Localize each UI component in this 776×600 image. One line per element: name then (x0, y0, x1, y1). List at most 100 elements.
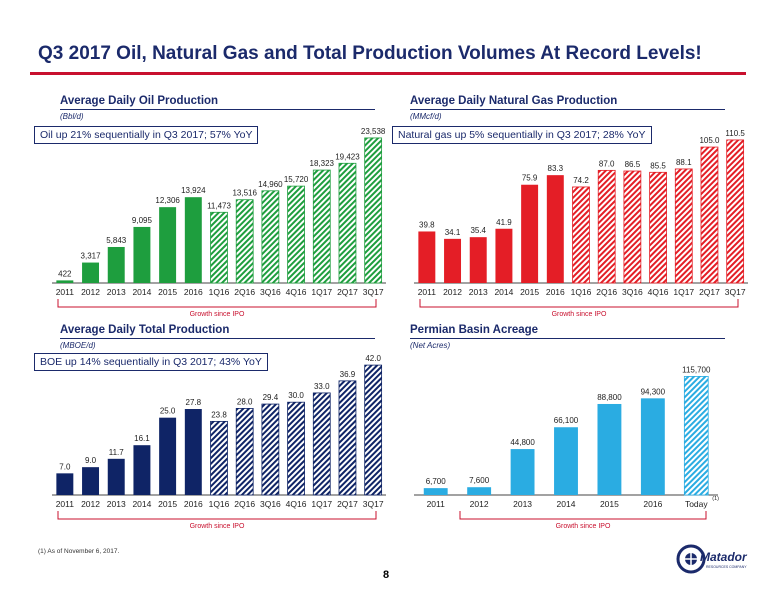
oil-tick-label: 2013 (107, 287, 126, 297)
logo-wordmark: Matador (700, 550, 748, 564)
boe-data-label: 36.9 (340, 370, 356, 379)
oil-tick-label: 3Q17 (363, 287, 384, 297)
gas-data-label: 105.0 (699, 136, 720, 145)
boe-tick-label: 1Q17 (311, 499, 332, 509)
logo-tagline: RESOURCES COMPANY (706, 565, 747, 569)
gas-bar (444, 238, 462, 283)
boe-data-label: 11.7 (109, 448, 125, 457)
boe-growth-label: Growth since IPO (190, 523, 245, 530)
boe-bar (287, 401, 305, 496)
gas-tick-label: 2015 (520, 287, 539, 297)
oil-bar (235, 199, 254, 284)
gas-tick-label: 1Q16 (571, 287, 592, 297)
gas-bar (726, 139, 745, 284)
gas-bar (469, 237, 487, 283)
oil-bar (210, 211, 228, 284)
gas-data-label: 86.5 (625, 160, 641, 169)
boe-data-label: 23.8 (211, 410, 227, 419)
oil-growth-label: Growth since IPO (190, 311, 245, 318)
acreage-chart-subtitle: (Net Acres) (410, 341, 451, 350)
oil-bar (184, 197, 202, 283)
boe-bar (261, 403, 280, 496)
boe-data-label: 28.0 (237, 397, 253, 406)
oil-tick-label: 4Q16 (286, 287, 307, 297)
page-title: Q3 2017 Oil, Natural Gas and Total Produ… (38, 43, 702, 64)
oil-growth-bracket (57, 299, 377, 308)
oil-tick-label: 2014 (132, 287, 151, 297)
gas-data-label: 83.3 (548, 164, 564, 173)
gas-bar (521, 184, 539, 283)
boe-bar (133, 445, 151, 495)
oil-bar (133, 226, 151, 283)
oil-data-label: 9,095 (132, 216, 153, 225)
gas-data-label: 85.5 (650, 161, 666, 170)
gas-bar (597, 169, 616, 284)
acre-tick-label: 2011 (427, 499, 446, 509)
boe-growth-bracket (57, 511, 377, 520)
boe-bar (184, 409, 202, 495)
oil-data-label: 15,720 (284, 175, 309, 184)
boe-tick-label: 1Q16 (209, 499, 230, 509)
boe-tick-label: 2014 (132, 499, 151, 509)
acre-growth-bracket (459, 511, 707, 520)
oil-data-label: 11,473 (207, 201, 231, 210)
page-number: 8 (383, 569, 390, 581)
acre-data-label: 94,300 (641, 387, 666, 396)
boe-tick-label: 2Q16 (234, 499, 255, 509)
gas-bar (495, 228, 513, 283)
gas-tick-label: 1Q17 (673, 287, 694, 297)
oil-data-label: 18,323 (310, 159, 335, 168)
gas-bar (649, 171, 667, 284)
oil-tick-label: 2012 (81, 287, 100, 297)
boe-tick-label: 2Q17 (337, 499, 358, 509)
oil-data-label: 13,516 (232, 189, 257, 198)
boe-bar (159, 417, 177, 495)
oil-bar (159, 207, 177, 283)
gas-bar (700, 146, 719, 284)
boe-bar (338, 380, 357, 496)
oil-bar (338, 162, 357, 284)
gas-tick-label: 2Q17 (699, 287, 720, 297)
oil-data-label: 19,423 (335, 152, 360, 161)
gas-chart-subtitle: (MMcf/d) (410, 112, 442, 121)
acre-growth-label: Growth since IPO (556, 523, 611, 530)
gas-chart-title: Average Daily Natural Gas Production (410, 95, 618, 107)
acreage-title-rule (410, 338, 725, 339)
gas-tick-label: 3Q16 (622, 287, 643, 297)
gas-tick-label: 4Q16 (648, 287, 669, 297)
boe-tick-label: 2015 (158, 499, 177, 509)
oil-bar (261, 190, 280, 284)
oil-data-label: 3,317 (81, 252, 102, 261)
gas-title-rule (410, 109, 725, 110)
gas-bar (546, 175, 564, 283)
acre-data-label: 6,700 (426, 477, 447, 486)
oil-bar (107, 246, 125, 283)
boe-chart-subtitle: (MBOE/d) (60, 341, 96, 350)
gas-data-label: 75.9 (522, 174, 538, 183)
gas-growth-bracket (419, 299, 739, 308)
gas-bar (623, 170, 642, 284)
acre-data-label: 7,600 (469, 476, 490, 485)
oil-chart-subtitle: (Bbl/d) (60, 112, 84, 121)
boe-data-label: 16.1 (134, 434, 150, 443)
acreage-chart-title: Permian Basin Acreage (410, 324, 539, 336)
boe-chart-title: Average Daily Total Production (60, 324, 230, 336)
oil-bar (287, 185, 305, 284)
oil-data-label: 13,924 (181, 186, 206, 195)
boe-tick-label: 4Q16 (286, 499, 307, 509)
oil-chart-title: Average Daily Oil Production (60, 95, 219, 107)
gas-tick-label: 3Q17 (725, 287, 746, 297)
gas-tick-label: 2014 (494, 287, 513, 297)
acre-bar (597, 403, 622, 495)
oil-data-label: 5,843 (106, 236, 127, 245)
boe-data-label: 42.0 (365, 354, 381, 363)
gas-callout: Natural gas up 5% sequentially in Q3 201… (392, 126, 652, 144)
acre-tick-label: 2012 (470, 499, 489, 509)
boe-tick-label: 2016 (184, 499, 203, 509)
acre-tick-label: 2015 (600, 499, 619, 509)
oil-bar (364, 137, 383, 284)
gas-data-label: 88.1 (676, 158, 692, 167)
boe-tick-label: 3Q16 (260, 499, 281, 509)
oil-tick-label: 2Q17 (337, 287, 358, 297)
